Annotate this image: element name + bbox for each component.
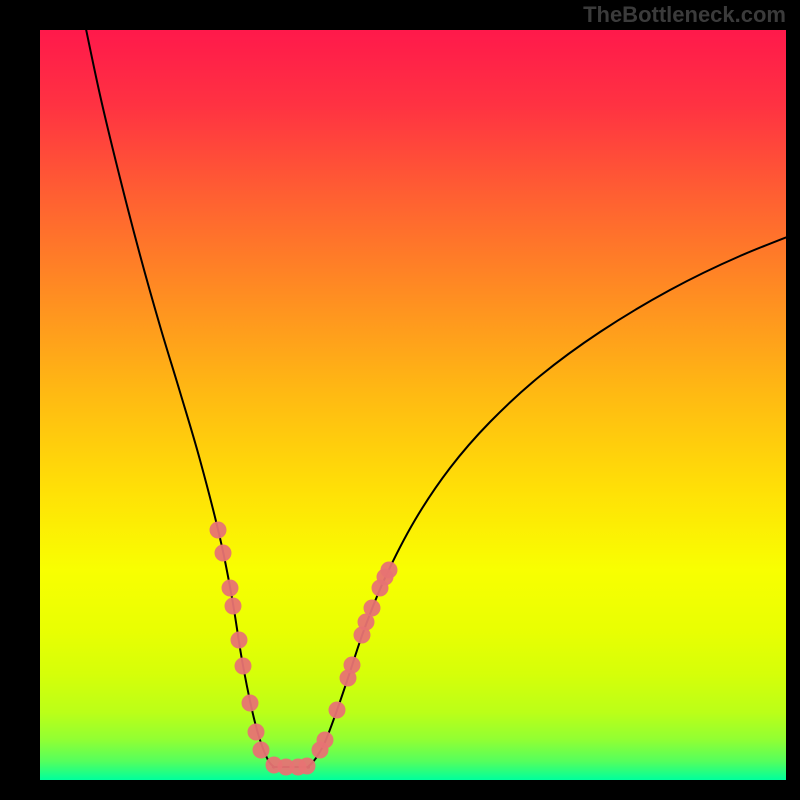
- data-marker: [242, 695, 259, 712]
- figure-container: TheBottleneck.com: [0, 0, 800, 800]
- data-marker: [225, 598, 242, 615]
- gradient-background: [40, 30, 786, 780]
- watermark-text: TheBottleneck.com: [583, 2, 786, 28]
- data-marker: [329, 702, 346, 719]
- data-marker: [231, 632, 248, 649]
- chart-svg: [40, 30, 786, 780]
- data-marker: [364, 600, 381, 617]
- data-marker: [248, 724, 265, 741]
- data-marker: [210, 522, 227, 539]
- plot-area: [40, 30, 786, 780]
- data-marker: [317, 732, 334, 749]
- data-marker: [222, 580, 239, 597]
- data-marker: [381, 562, 398, 579]
- data-marker: [299, 758, 316, 775]
- data-marker: [235, 658, 252, 675]
- data-marker: [215, 545, 232, 562]
- data-marker: [253, 742, 270, 759]
- data-marker: [344, 657, 361, 674]
